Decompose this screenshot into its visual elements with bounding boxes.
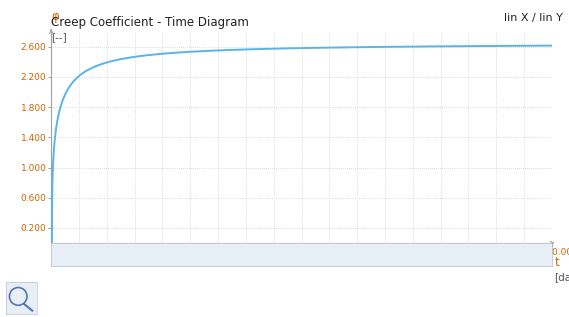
Text: lin X / lin Y: lin X / lin Y <box>505 13 563 23</box>
Text: Creep Coefficient - Time Diagram: Creep Coefficient - Time Diagram <box>51 16 249 29</box>
Text: φ: φ <box>51 10 59 23</box>
Text: t: t <box>554 256 559 269</box>
Text: [--]: [--] <box>51 32 67 42</box>
Text: [days]: [days] <box>554 273 569 283</box>
